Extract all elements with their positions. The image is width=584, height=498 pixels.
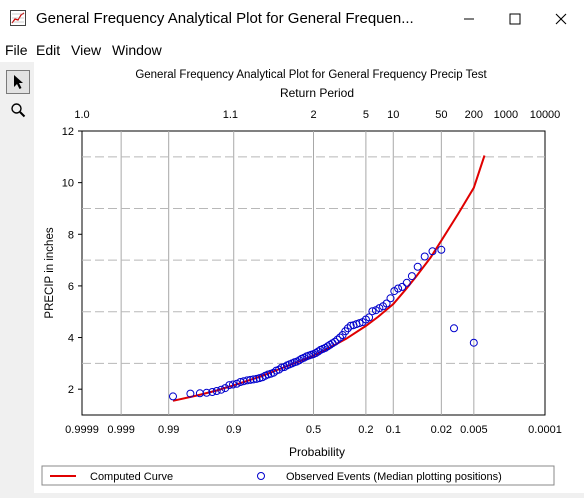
chart-app-icon (10, 10, 26, 26)
x-axis-label: Probability (289, 445, 345, 459)
observed-event-point (331, 337, 339, 346)
zoom-tool-button[interactable] (6, 98, 30, 122)
observed-event-point (365, 313, 374, 322)
observed-event-point (169, 392, 177, 401)
title-bar: General Frequency Analytical Plot for Ge… (0, 0, 584, 38)
top-tick-label: 2 (310, 109, 316, 121)
top-tick-label: 200 (465, 109, 483, 121)
y-axis-label: PRECIP in inches (44, 227, 56, 318)
x-tick-label: 0.999 (107, 424, 135, 436)
top-tick-label: 10000 (530, 109, 561, 121)
close-button[interactable] (538, 0, 584, 38)
close-icon (555, 13, 567, 25)
observed-event-point (249, 375, 258, 384)
window-title: General Frequency Analytical Plot for Ge… (36, 10, 414, 27)
observed-event-point (217, 385, 226, 394)
top-tick-label: 5 (363, 109, 369, 121)
top-tick-label: 1.0 (74, 109, 89, 121)
y-tick-label: 8 (68, 229, 74, 241)
legend-label-computed: Computed Curve (90, 471, 173, 483)
observed-event-point (398, 282, 407, 291)
observed-event-point (386, 294, 395, 303)
y-tick-label: 2 (68, 384, 74, 396)
x-tick-label: 0.5 (306, 424, 321, 436)
grid (82, 131, 545, 415)
observed-event-point (413, 262, 422, 271)
data-marks (169, 155, 486, 402)
y-tick-label: 6 (68, 281, 74, 293)
observed-event-point (420, 252, 429, 261)
observed-event-point (346, 321, 355, 330)
menu-view[interactable]: View (71, 42, 102, 58)
minimize-icon (464, 18, 474, 20)
maximize-icon (509, 13, 521, 25)
arrow-pointer-icon (14, 75, 23, 89)
observed-event-point (382, 299, 391, 308)
observed-event-point (428, 247, 437, 256)
top-tick-label: 10 (387, 109, 399, 121)
observed-event-point (450, 324, 458, 333)
x-tick-label: 0.9 (226, 424, 241, 436)
observed-event-point (295, 356, 304, 365)
frequency-plot[interactable]: General Frequency Analytical Plot for Ge… (34, 62, 584, 493)
observed-event-point (252, 374, 261, 383)
menu-edit[interactable]: Edit (36, 42, 61, 58)
observed-event-point (402, 278, 411, 287)
x-tick-label: 0.99 (158, 424, 179, 436)
observed-event-point (368, 307, 377, 316)
observed-event-point (407, 272, 416, 281)
minimize-button[interactable] (446, 0, 492, 38)
pointer-tool-button[interactable] (6, 70, 30, 94)
observed-event-point (225, 381, 234, 390)
top-axis-label: Return Period (280, 86, 354, 100)
legend-box (41, 465, 555, 486)
observed-event-point (229, 380, 237, 389)
axis-ticks: 0.9999 0.999 0.99 0.9 0.5 0.2 0.1 0.02 0.005 0.00… (62, 109, 562, 436)
observed-event-point (333, 335, 342, 344)
tool-palette (4, 66, 32, 490)
legend-label-observed: Observed Events (Median plotting positio… (286, 471, 502, 483)
maximize-button[interactable] (492, 0, 538, 38)
top-tick-label: 1.1 (223, 109, 238, 121)
observed-event-point (277, 363, 286, 372)
observed-event-point (469, 338, 478, 347)
x-tick-label: 0.005 (460, 424, 488, 436)
x-tick-label: 0.0001 (528, 424, 562, 436)
observed-event-point (437, 245, 446, 254)
observed-event-point (186, 389, 195, 398)
observed-event-point (208, 388, 217, 396)
top-tick-label: 50 (435, 109, 447, 121)
magnifier-icon (11, 103, 26, 118)
legend-marker-observed (257, 472, 265, 480)
observed-event-point (336, 333, 344, 342)
x-tick-label: 0.9999 (65, 424, 99, 436)
observed-event-point (314, 347, 323, 356)
observed-event-point (394, 284, 403, 293)
y-tick-label: 10 (62, 178, 74, 190)
menu-file[interactable]: File (5, 42, 28, 58)
observed-event-point (246, 375, 255, 384)
observed-event-point (202, 388, 211, 397)
chart-title: General Frequency Analytical Plot for Ge… (135, 69, 487, 81)
y-tick-label: 12 (62, 126, 74, 138)
top-tick-label: 1000 (494, 109, 518, 121)
observed-event-point (212, 387, 221, 395)
menu-bar: File Edit View Window (0, 38, 584, 62)
x-tick-label: 0.2 (358, 424, 373, 436)
x-tick-label: 0.02 (431, 424, 452, 436)
chart-panel[interactable]: General Frequency Analytical Plot for Ge… (34, 62, 584, 493)
y-tick-label: 4 (68, 333, 74, 345)
x-tick-label: 0.1 (386, 424, 401, 436)
menu-window[interactable]: Window (112, 42, 162, 58)
computed-curve-line (172, 155, 486, 402)
observed-event-point (243, 376, 252, 385)
